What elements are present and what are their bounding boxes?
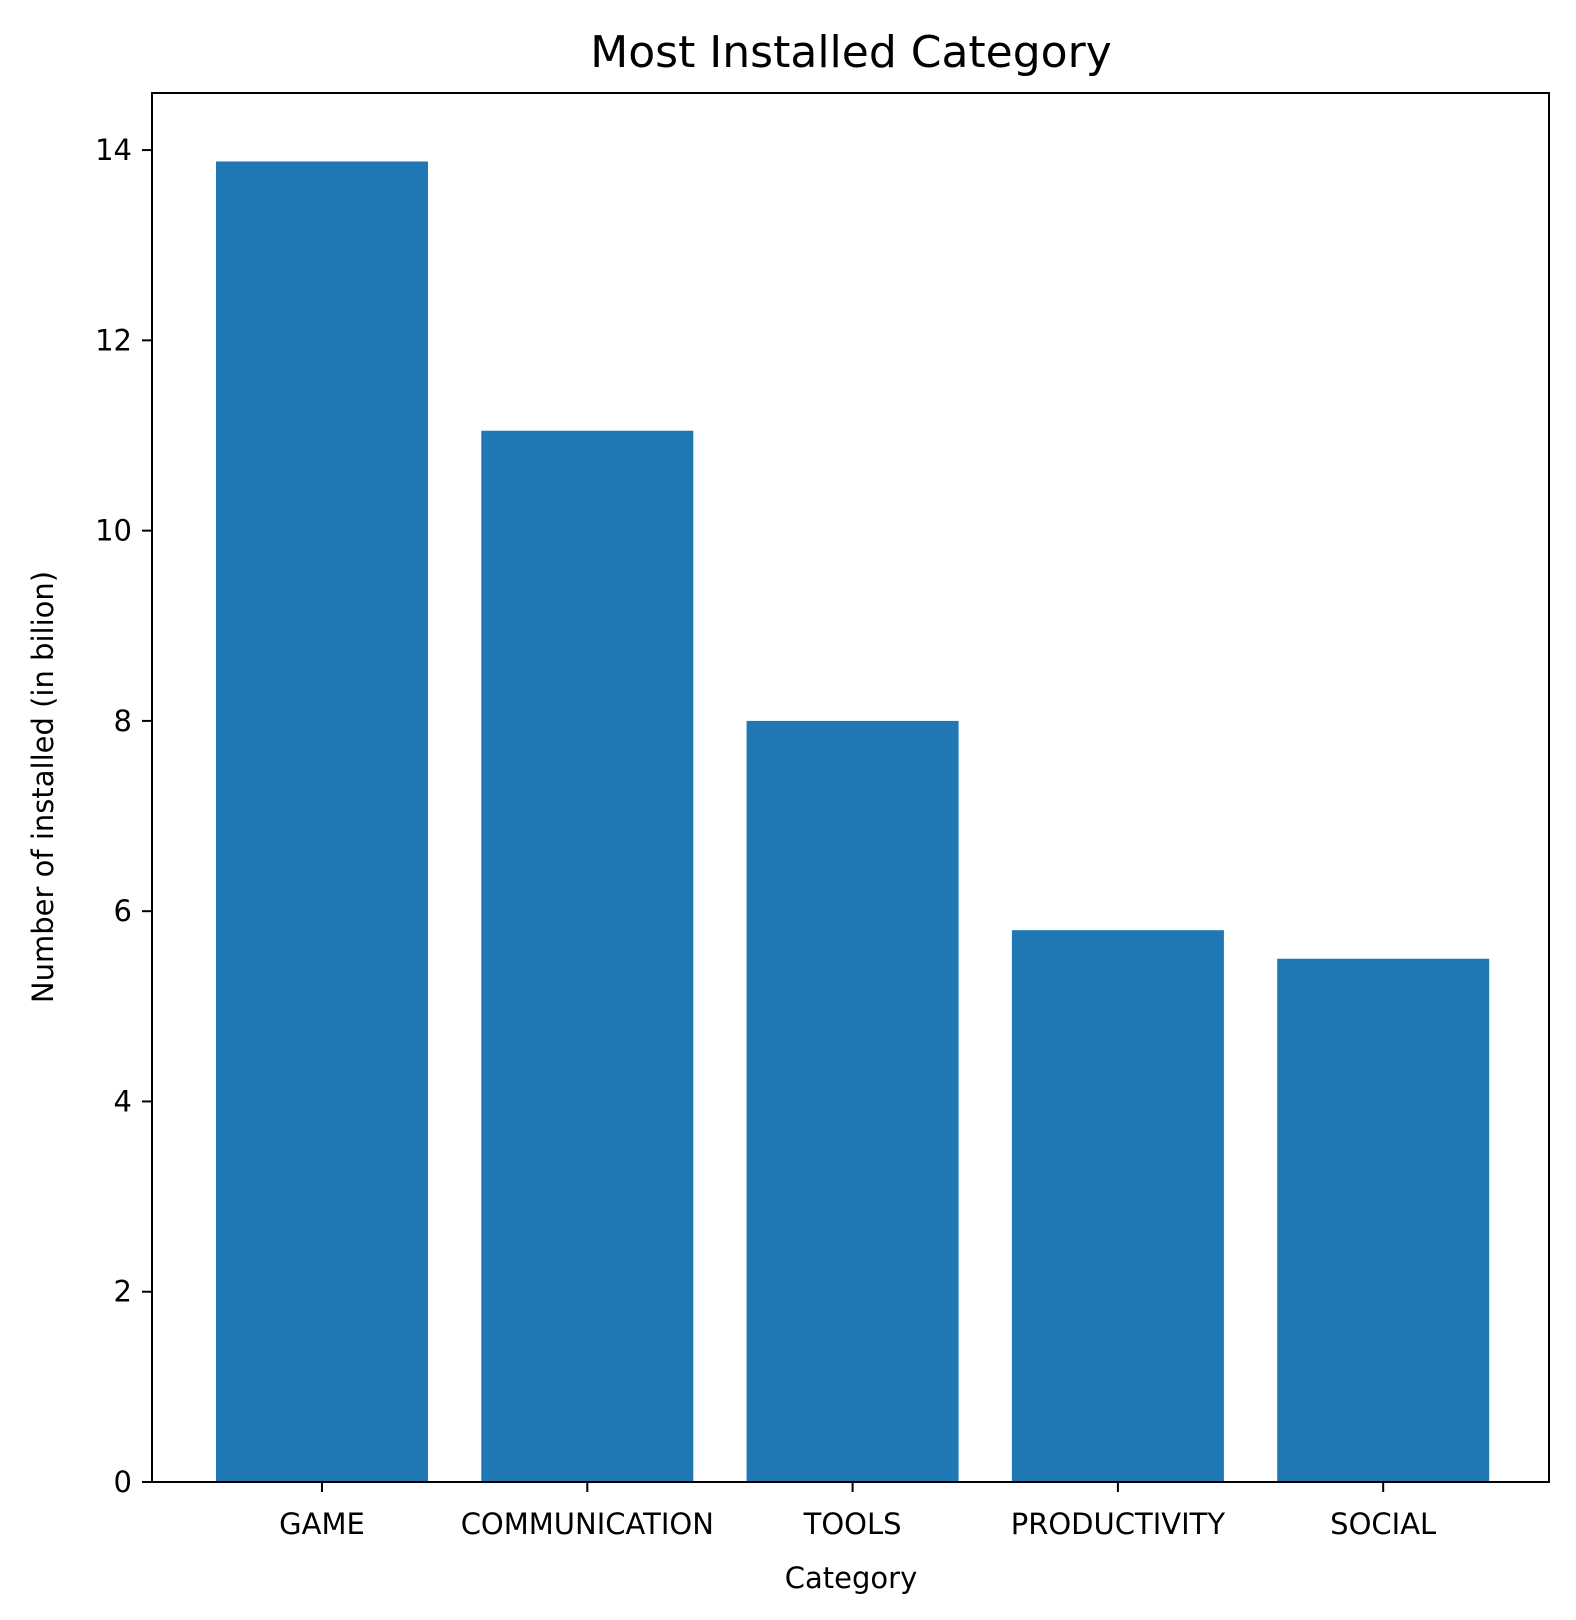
x-tick-label: PRODUCTIVITY [1011,1507,1226,1541]
x-tick-label: TOOLS [803,1507,902,1541]
y-tick-label: 14 [95,133,132,167]
y-tick-label: 6 [114,894,132,928]
x-axis-label: Category [785,1561,917,1595]
x-tick-label: COMMUNICATION [461,1507,714,1541]
y-tick-label: 4 [114,1084,132,1118]
y-tick-label: 8 [114,704,132,738]
bar-communication [481,430,694,1482]
bars-group [216,161,1490,1482]
bar-tools [746,720,959,1482]
bar-social [1277,958,1490,1482]
y-tick-label: 0 [114,1465,132,1499]
y-tick-label: 12 [95,323,132,357]
y-tick-label: 2 [114,1275,132,1309]
x-axis: GAME COMMUNICATION TOOLS PRODUCTIVITY SOCIAL [279,1482,1436,1541]
bar-productivity [1011,930,1224,1482]
x-tick-label: SOCIAL [1330,1507,1436,1541]
bar-game [216,161,428,1482]
x-tick-label: GAME [279,1507,365,1541]
plot-frame [151,92,1550,1483]
y-axis: 0 2 4 6 8 10 12 14 [95,133,152,1499]
y-axis-label: Number of installed (in bilion) [26,571,60,1003]
chart-title: Most Installed Category [590,27,1111,78]
y-tick-label: 10 [95,514,132,548]
